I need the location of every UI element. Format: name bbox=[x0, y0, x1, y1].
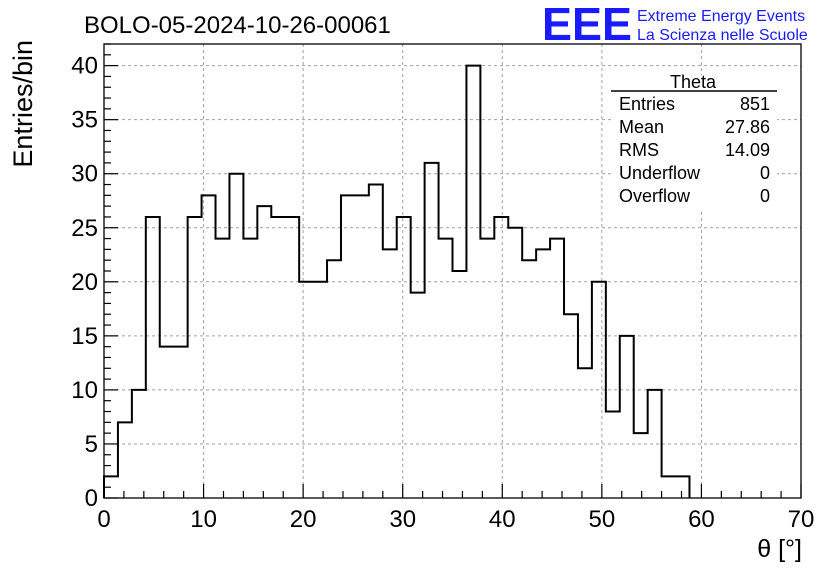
histogram-bin bbox=[188, 217, 202, 498]
stats-box: Theta Entries 851 Mean 27.86 RMS 14.09 Underfl… bbox=[611, 72, 777, 210]
x-tick-label: 60 bbox=[688, 506, 715, 533]
histogram-bin bbox=[662, 476, 676, 498]
histogram-bin bbox=[299, 282, 313, 498]
stats-row-value: 14.09 bbox=[725, 140, 770, 160]
histogram-bin bbox=[257, 206, 271, 498]
histogram-bin bbox=[383, 249, 397, 498]
histogram-bin bbox=[480, 239, 494, 498]
histogram-bin bbox=[620, 336, 634, 498]
histogram-bin bbox=[564, 314, 578, 498]
histogram-bin bbox=[676, 476, 690, 498]
chart-title: BOLO-05-2024-10-26-00061 bbox=[84, 12, 391, 39]
y-tick-label: 30 bbox=[71, 161, 98, 188]
stats-row-value: 0 bbox=[760, 163, 770, 183]
histogram-bin bbox=[369, 185, 383, 498]
stats-row-label: RMS bbox=[619, 140, 659, 160]
x-axis-label: θ [°] bbox=[757, 535, 802, 563]
stats-row-label: Entries bbox=[619, 94, 675, 114]
histogram-bin bbox=[271, 217, 285, 498]
histogram-bin bbox=[132, 390, 146, 498]
stats-row-value: 851 bbox=[740, 94, 770, 114]
histogram-bin bbox=[439, 239, 453, 498]
histogram-bin bbox=[146, 217, 160, 498]
histogram-bin bbox=[411, 293, 425, 498]
histogram-bin bbox=[397, 217, 411, 498]
x-axis-ticks: 0 10 20 30 40 50 60 70 bbox=[97, 484, 814, 533]
stats-row-label: Underflow bbox=[619, 163, 701, 183]
stats-title: Theta bbox=[670, 72, 717, 92]
histogram-bin bbox=[606, 412, 620, 498]
histogram-bin bbox=[160, 347, 174, 498]
x-tick-label: 20 bbox=[290, 506, 317, 533]
y-tick-label: 35 bbox=[71, 107, 98, 134]
y-tick-label: 0 bbox=[85, 485, 98, 512]
y-tick-label: 20 bbox=[71, 269, 98, 296]
x-tick-label: 70 bbox=[788, 506, 815, 533]
stats-row-value: 27.86 bbox=[725, 117, 770, 137]
histogram-bin bbox=[243, 239, 257, 498]
histogram-bin bbox=[341, 195, 355, 498]
histogram-bin bbox=[522, 260, 536, 498]
histogram-bin bbox=[425, 163, 439, 498]
histogram-bin bbox=[494, 217, 508, 498]
histogram-bin bbox=[578, 368, 592, 498]
x-tick-label: 50 bbox=[589, 506, 616, 533]
histogram-outline bbox=[103, 64, 691, 498]
x-tick-label: 10 bbox=[190, 506, 217, 533]
x-tick-label: 40 bbox=[489, 506, 516, 533]
y-tick-label: 5 bbox=[85, 431, 98, 458]
y-axis-label: Entries/bin bbox=[8, 40, 38, 168]
histogram-bin bbox=[355, 195, 369, 498]
logo-line2: La Scienza nelle Scuole bbox=[637, 27, 808, 44]
y-tick-label: 15 bbox=[71, 323, 98, 350]
stats-row-label: Mean bbox=[619, 117, 664, 137]
stats-row-value: 0 bbox=[760, 186, 770, 206]
histogram-bin bbox=[285, 217, 299, 498]
histogram-bin bbox=[648, 390, 662, 498]
logo-line1: Extreme Energy Events bbox=[637, 8, 805, 25]
logo: EEE Extreme Energy Events La Scienza nel… bbox=[542, 0, 808, 50]
logo-mark: EEE bbox=[542, 0, 632, 50]
grid-lines bbox=[104, 44, 801, 498]
histogram-bin bbox=[536, 249, 550, 498]
histogram-bin bbox=[216, 239, 230, 498]
stats-row-label: Overflow bbox=[619, 186, 691, 206]
histogram-bin bbox=[453, 271, 467, 498]
histogram-bin bbox=[174, 347, 188, 498]
y-tick-label: 25 bbox=[71, 215, 98, 242]
histogram-bin bbox=[327, 260, 341, 498]
y-axis-ticks: 0 5 10 15 20 25 30 35 40 bbox=[71, 43, 118, 512]
x-tick-label: 0 bbox=[97, 506, 110, 533]
y-tick-label: 40 bbox=[71, 53, 98, 80]
histogram-bin bbox=[634, 433, 648, 498]
histogram-bin bbox=[508, 228, 522, 498]
y-tick-label: 10 bbox=[71, 377, 98, 404]
histogram-bin bbox=[118, 422, 132, 498]
x-tick-label: 30 bbox=[389, 506, 416, 533]
histogram-bin bbox=[550, 239, 564, 498]
